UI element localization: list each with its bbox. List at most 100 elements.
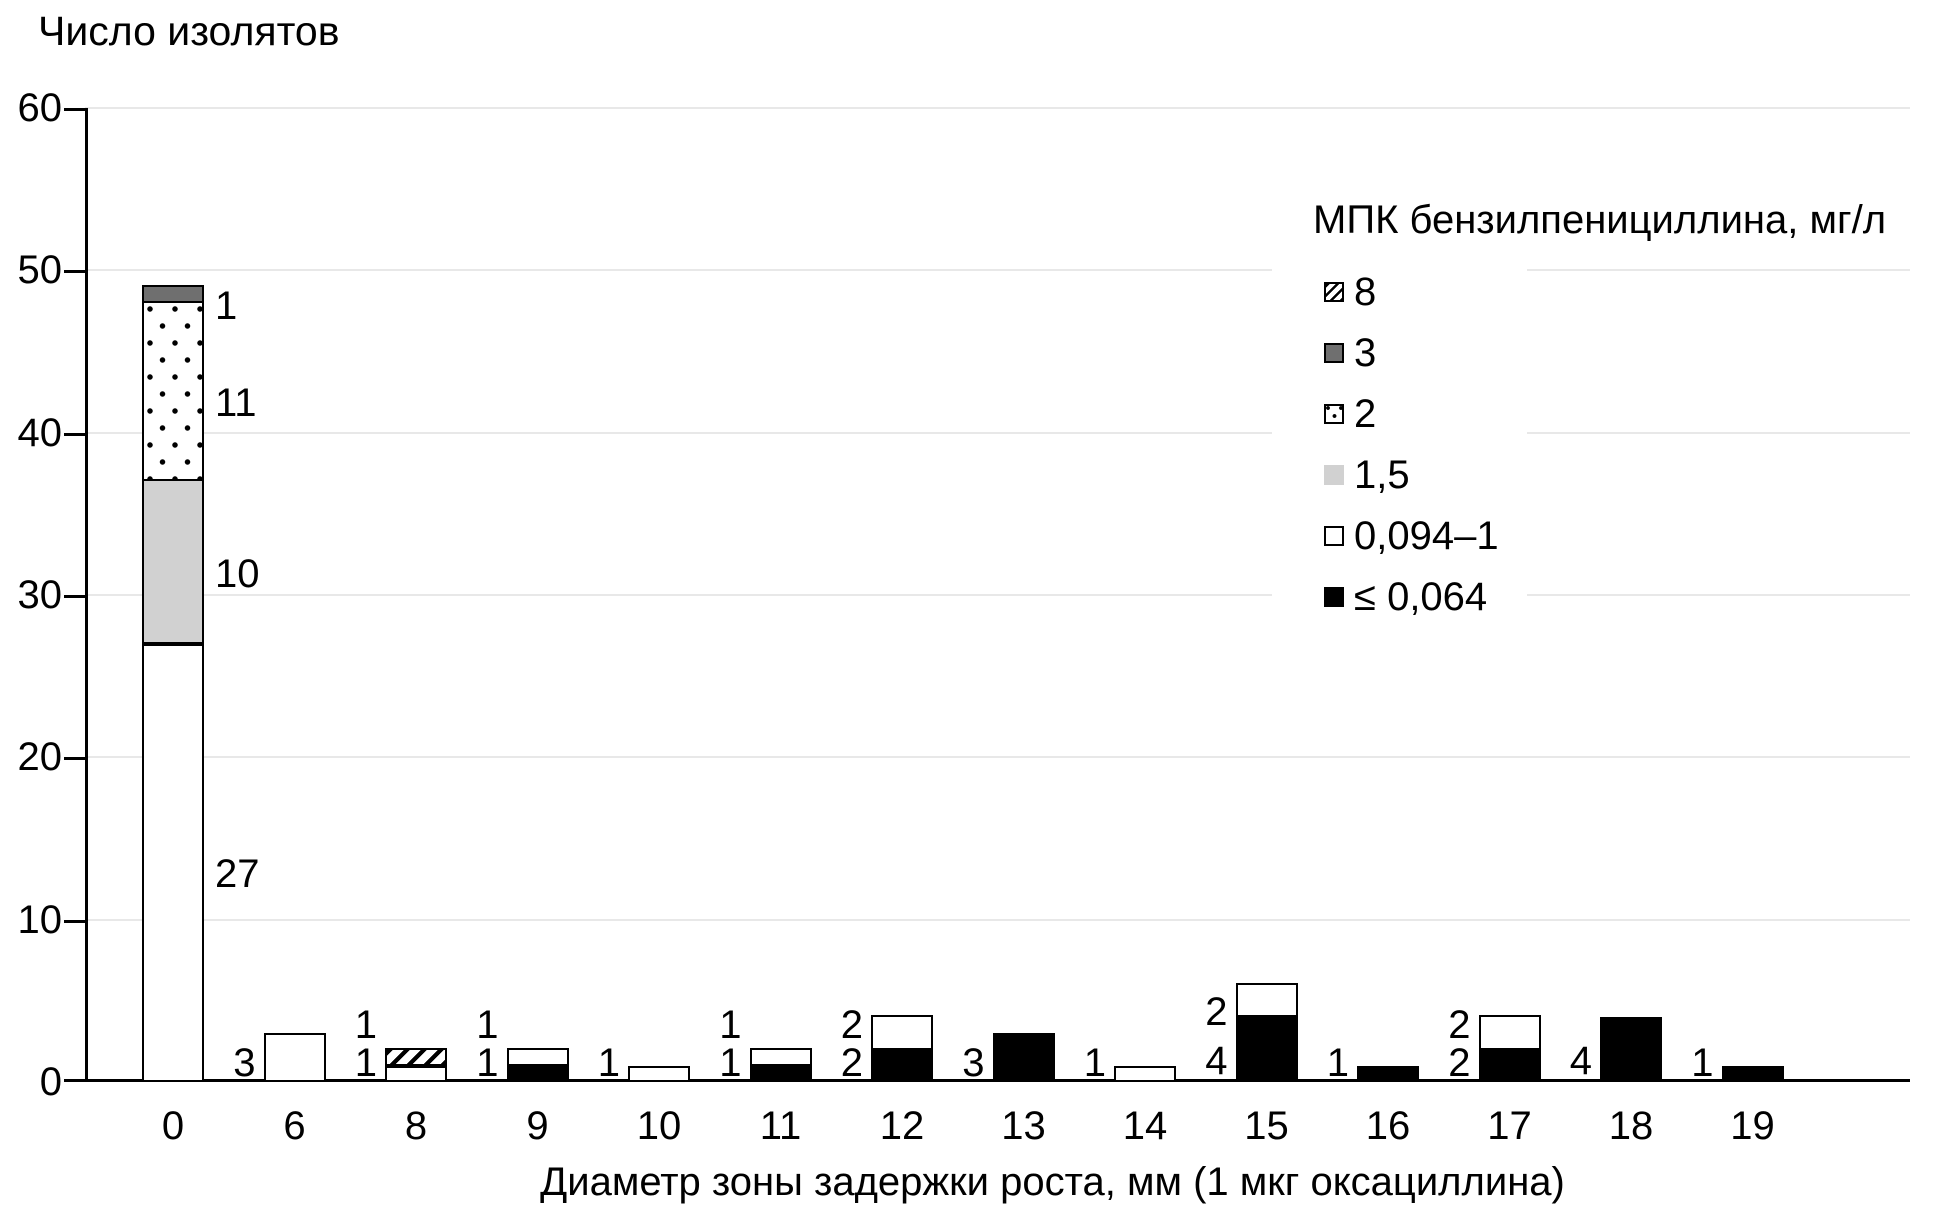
gridline [85, 756, 1910, 759]
legend-item: ≤ 0,064 [1324, 575, 1527, 619]
bar-segment-10-mic-white [628, 1065, 690, 1082]
bar-segment-12-mic-white [871, 1015, 933, 1050]
bar-segment-19-mic-black [1721, 1065, 1784, 1082]
x-axis-title: Диаметр зоны задержки роста, мм (1 мкг о… [540, 1160, 1565, 1204]
bar-segment-label: 11 [215, 381, 257, 426]
legend-item-label: 3 [1354, 331, 1377, 375]
bar-segment-15-mic-black [1235, 1017, 1298, 1082]
legend-swatch-hatch [1324, 282, 1344, 302]
bar-segment-8-mic-white [385, 1065, 447, 1082]
bar-segment-label: 2 [840, 1041, 863, 1085]
x-axis-tick-label: 12 [879, 1104, 925, 1148]
bar-segment-label: 27 [215, 851, 260, 896]
y-axis-tick [64, 108, 85, 111]
y-axis-line [85, 108, 88, 1082]
plot-area: 27 10 11 1 3 1 1 1 1 1 1 1 2 2 3 1 4 2 1 2 2 4 1 [64, 107, 1910, 1085]
bar-segment-17-mic-black [1478, 1049, 1541, 1082]
bar-segment-0-mic-white [142, 643, 204, 1082]
bar-segment-label: 1 [597, 1041, 620, 1085]
legend-swatch-white [1324, 526, 1344, 546]
bar-segment-label: 3 [233, 1041, 256, 1085]
x-axis-tick-label: 19 [1730, 1104, 1775, 1148]
gridline [85, 594, 1910, 596]
bar-segment-9-mic-black [506, 1065, 569, 1082]
legend-title: МПК бензилпенициллина, мг/л [1313, 198, 1887, 242]
x-axis-tick-label: 13 [1001, 1104, 1046, 1148]
x-axis-tick-label: 10 [636, 1104, 682, 1148]
bar-segment-18-mic-black [1600, 1017, 1662, 1082]
legend-item: 1,5 [1324, 453, 1527, 497]
bar-segment-11-mic-white [749, 1047, 812, 1066]
legend: МПК бензилпенициллина, мг/л 8 3 2 1,5 0,094–… [1272, 186, 1887, 653]
bar-segment-label: 1 [215, 283, 238, 328]
x-axis-tick-label: 0 [161, 1104, 185, 1148]
legend-item: 0,094–1 [1324, 514, 1527, 558]
bar-segment-8-mic-hatch [385, 1047, 447, 1066]
bar-segment-label: 3 [962, 1041, 985, 1085]
bar-segment-label: 2 [1448, 1041, 1471, 1085]
bar-segment-label: 4 [1569, 1038, 1592, 1083]
legend-swatch-black [1324, 587, 1344, 607]
x-axis-tick-label: 16 [1365, 1104, 1411, 1148]
y-axis-tick-label: 0 [39, 1060, 62, 1104]
y-axis-tick-label: 10 [17, 897, 63, 942]
bar-segment-label: 2 [1448, 1003, 1471, 1047]
legend-swatch-darkgray [1324, 343, 1344, 363]
legend-swatch-dots [1324, 404, 1344, 424]
legend-item-label: 1,5 [1354, 453, 1410, 497]
y-axis-tick [64, 432, 85, 436]
bar-segment-label: 10 [215, 551, 260, 596]
legend-item-label: ≤ 0,064 [1354, 575, 1488, 619]
y-axis-tick-label: 30 [17, 573, 63, 617]
bar-segment-13-mic-black [992, 1033, 1055, 1082]
x-axis-tick-label: 14 [1122, 1104, 1168, 1148]
bar-segment-17-mic-white [1478, 1015, 1541, 1050]
y-axis-tick [64, 595, 85, 598]
bar-segment-0-mic-lightgray [142, 479, 204, 644]
bar-segment-label: 1 [354, 1041, 377, 1085]
y-axis-tick-label: 60 [17, 86, 63, 130]
bar-segment-label: 1 [719, 1003, 742, 1047]
bar-segment-label: 1 [354, 1003, 377, 1047]
x-axis-tick-label: 15 [1244, 1104, 1289, 1148]
bar-segment-label: 2 [840, 1003, 863, 1047]
legend-item: 8 [1324, 270, 1527, 314]
bar-segment-label: 1 [476, 1003, 499, 1047]
legend-item-label: 0,094–1 [1354, 514, 1499, 558]
y-axis-tick [64, 1079, 85, 1082]
bar-segment-label: 1 [1083, 1041, 1106, 1085]
legend-item: 3 [1324, 331, 1527, 375]
bar-segment-16-mic-black [1357, 1065, 1419, 1082]
x-axis-tick-label: 8 [404, 1104, 428, 1148]
legend-item-label: 8 [1354, 270, 1377, 314]
bar-segment-label: 1 [476, 1041, 499, 1085]
bar-segment-label: 1 [1691, 1041, 1714, 1085]
y-axis-tick-label: 50 [17, 248, 63, 293]
bar-segment-6-mic-white [263, 1033, 326, 1082]
bar-segment-label: 2 [1205, 989, 1228, 1034]
bar-segment-0-mic-darkgray [142, 284, 204, 303]
x-axis-tick-label: 18 [1608, 1104, 1654, 1148]
bar-segment-label: 1 [719, 1041, 742, 1085]
legend-item-label: 2 [1354, 392, 1377, 436]
x-axis-tick-label: 6 [283, 1104, 306, 1148]
gridline [85, 918, 1910, 921]
gridline [85, 107, 1910, 109]
y-axis-tick [64, 757, 85, 761]
bar-segment-label: 4 [1205, 1038, 1228, 1083]
y-axis-tick [64, 919, 85, 923]
legend-items: 8 3 2 1,5 0,094–1 ≤ 0,064 [1272, 270, 1527, 619]
bar-segment-label: 1 [1326, 1041, 1349, 1085]
gridline [85, 269, 1910, 272]
bar-segment-14-mic-white [1114, 1065, 1176, 1082]
y-axis-tick [64, 270, 85, 274]
y-axis-tick-label: 40 [17, 410, 63, 455]
bar-segment-11-mic-black [749, 1065, 812, 1082]
bar-segment-0-mic-dots [142, 300, 204, 482]
gridline [85, 431, 1910, 434]
legend-swatch-lightgray [1324, 465, 1344, 485]
bar-segment-15-mic-white [1235, 982, 1298, 1018]
bar-segment-12-mic-black [871, 1049, 933, 1082]
chart-title: Число изолятов [38, 8, 340, 54]
